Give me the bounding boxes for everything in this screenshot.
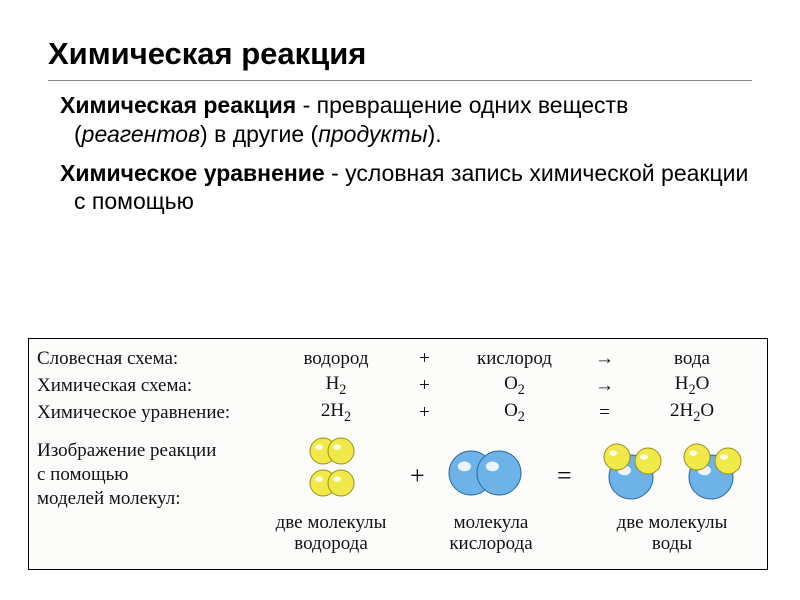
hydrogen-molecules-icon xyxy=(271,433,391,505)
term-reagents: реагентов xyxy=(82,121,200,147)
water-caption: две молекулы воды xyxy=(597,513,747,555)
chem-schema-row: Химическая схема: H2 + O2 → H2O xyxy=(29,372,767,399)
reaction-diagram: Словесная схема: водород + кислород → во… xyxy=(28,338,768,570)
chem-schema-arrow: → xyxy=(577,375,632,397)
molecule-models-section: Изображение реакции с помощью моделей мо… xyxy=(37,439,761,564)
chem-eq-2h2: 2H2 xyxy=(275,400,397,426)
term-products: продукты xyxy=(318,121,427,147)
chem-eq-label: Химическое уравнение: xyxy=(37,402,275,424)
chem-schema-plus: + xyxy=(397,375,452,397)
verbal-hydrogen: водород xyxy=(275,348,397,370)
verbal-schema-label: Словесная схема: xyxy=(37,348,275,370)
chem-schema-o2: O2 xyxy=(452,373,577,399)
verbal-schema-row: Словесная схема: водород + кислород → во… xyxy=(29,345,767,372)
page-title: Химическая реакция xyxy=(48,36,752,81)
verbal-water: вода xyxy=(632,348,752,370)
chem-eq-o2: O2 xyxy=(452,400,577,426)
verbal-arrow: → xyxy=(577,348,632,370)
term-equation: Химическое уравнение xyxy=(60,160,325,186)
molecule-plus: + xyxy=(410,461,425,491)
oxygen-caption: молекула кислорода xyxy=(436,513,546,555)
water-molecules-icon xyxy=(589,437,759,509)
chem-schema-label: Химическая схема: xyxy=(37,375,275,397)
chem-eq-2h2o: 2H2O xyxy=(632,400,752,426)
chem-schema-h2o: H2O xyxy=(632,373,752,399)
chem-eq-plus: + xyxy=(397,402,452,424)
definition-reaction: Химическая реакция - превращение одних в… xyxy=(74,91,752,149)
term-reaction: Химическая реакция xyxy=(60,92,296,118)
chem-eq-row: Химическое уравнение: 2H2 + O2 = 2H2O xyxy=(29,399,767,426)
hydrogen-caption: две молекулы водорода xyxy=(261,513,401,555)
molecule-models-label: Изображение реакции с помощью моделей мо… xyxy=(37,439,267,510)
molecule-equals: = xyxy=(557,461,572,491)
oxygen-molecule-icon xyxy=(441,437,531,509)
chem-eq-equals: = xyxy=(577,402,632,424)
definition-equation: Химическое уравнение - условная запись х… xyxy=(74,159,752,217)
chem-schema-h2: H2 xyxy=(275,373,397,399)
verbal-plus: + xyxy=(397,348,452,370)
verbal-oxygen: кислород xyxy=(452,348,577,370)
